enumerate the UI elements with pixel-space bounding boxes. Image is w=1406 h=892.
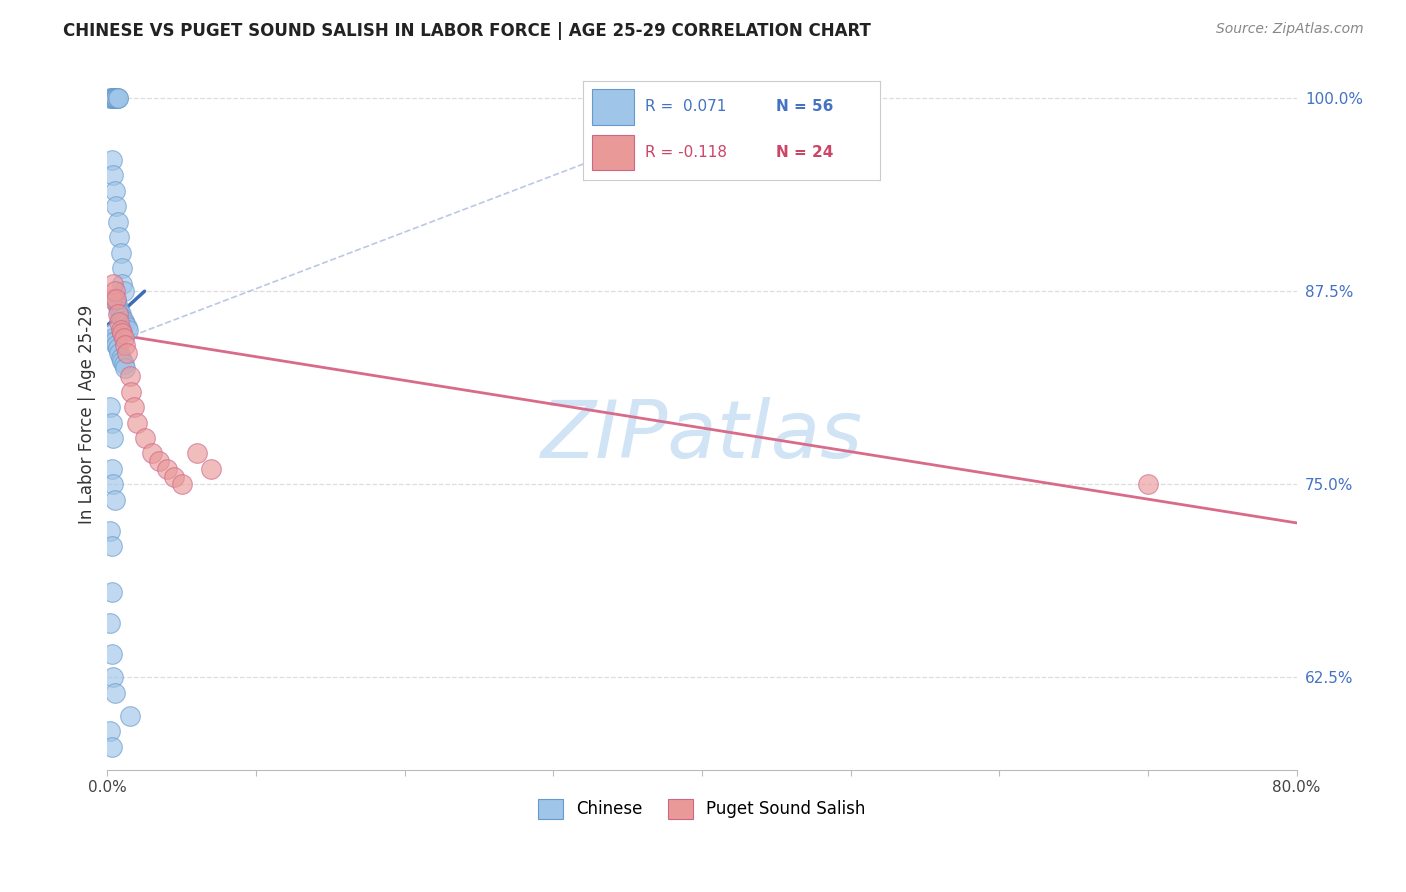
Point xyxy=(110,307,132,321)
Text: Source: ZipAtlas.com: Source: ZipAtlas.com xyxy=(1216,22,1364,37)
Point xyxy=(105,199,128,213)
Point xyxy=(101,739,124,754)
Point xyxy=(122,400,145,414)
Point xyxy=(107,215,129,229)
Point xyxy=(104,686,127,700)
Point xyxy=(111,310,134,325)
Point xyxy=(127,416,149,430)
Point xyxy=(98,616,121,631)
Point xyxy=(117,323,139,337)
Point xyxy=(112,357,135,371)
Point xyxy=(170,477,193,491)
Point xyxy=(111,326,134,340)
Y-axis label: In Labor Force | Age 25-29: In Labor Force | Age 25-29 xyxy=(79,305,96,524)
Point xyxy=(107,91,129,105)
Point xyxy=(104,285,127,299)
Point xyxy=(105,295,128,310)
Point xyxy=(105,292,128,306)
Point xyxy=(105,91,128,105)
Point xyxy=(101,585,124,599)
Point xyxy=(101,539,124,553)
Point xyxy=(114,338,136,352)
Point xyxy=(101,292,124,306)
Point xyxy=(107,307,129,321)
Point xyxy=(107,300,129,314)
Point xyxy=(103,91,125,105)
Point xyxy=(114,317,136,331)
Point xyxy=(101,91,124,105)
Point xyxy=(105,91,128,105)
Point xyxy=(104,184,127,198)
Point xyxy=(110,351,132,365)
Point xyxy=(104,492,127,507)
Point xyxy=(108,346,131,360)
Point xyxy=(104,91,127,105)
Text: CHINESE VS PUGET SOUND SALISH IN LABOR FORCE | AGE 25-29 CORRELATION CHART: CHINESE VS PUGET SOUND SALISH IN LABOR F… xyxy=(63,22,872,40)
Point xyxy=(107,342,129,356)
Point xyxy=(110,245,132,260)
Point xyxy=(141,446,163,460)
Point xyxy=(103,277,125,291)
Point xyxy=(101,326,124,340)
Point xyxy=(104,292,127,306)
Point xyxy=(103,670,125,684)
Point xyxy=(101,647,124,661)
Point xyxy=(112,285,135,299)
Point xyxy=(103,330,125,344)
Point xyxy=(148,454,170,468)
Point xyxy=(98,724,121,739)
Point xyxy=(118,369,141,384)
Point xyxy=(111,277,134,291)
Point xyxy=(108,230,131,244)
Point xyxy=(104,91,127,105)
Point xyxy=(98,400,121,414)
Point xyxy=(115,319,138,334)
Legend: Chinese, Puget Sound Salish: Chinese, Puget Sound Salish xyxy=(531,792,872,826)
Point xyxy=(98,524,121,538)
Point xyxy=(103,477,125,491)
Point xyxy=(163,469,186,483)
Point xyxy=(112,313,135,327)
Point xyxy=(110,323,132,337)
Point xyxy=(156,462,179,476)
Point xyxy=(114,361,136,376)
Point xyxy=(134,431,156,445)
Point xyxy=(103,431,125,445)
Point xyxy=(104,334,127,348)
Point xyxy=(101,462,124,476)
Text: ZIPatlas: ZIPatlas xyxy=(541,397,863,475)
Point xyxy=(101,153,124,167)
Point xyxy=(111,261,134,276)
Point xyxy=(103,91,125,105)
Point xyxy=(103,169,125,183)
Point xyxy=(98,91,121,105)
Point xyxy=(108,315,131,329)
Point xyxy=(1136,477,1159,491)
Point xyxy=(107,91,129,105)
Point xyxy=(118,709,141,723)
Point xyxy=(111,353,134,368)
Point xyxy=(186,446,208,460)
Point xyxy=(101,416,124,430)
Point xyxy=(200,462,222,476)
Point xyxy=(108,304,131,318)
Point xyxy=(115,346,138,360)
Point xyxy=(105,338,128,352)
Point xyxy=(120,384,142,399)
Point xyxy=(112,330,135,344)
